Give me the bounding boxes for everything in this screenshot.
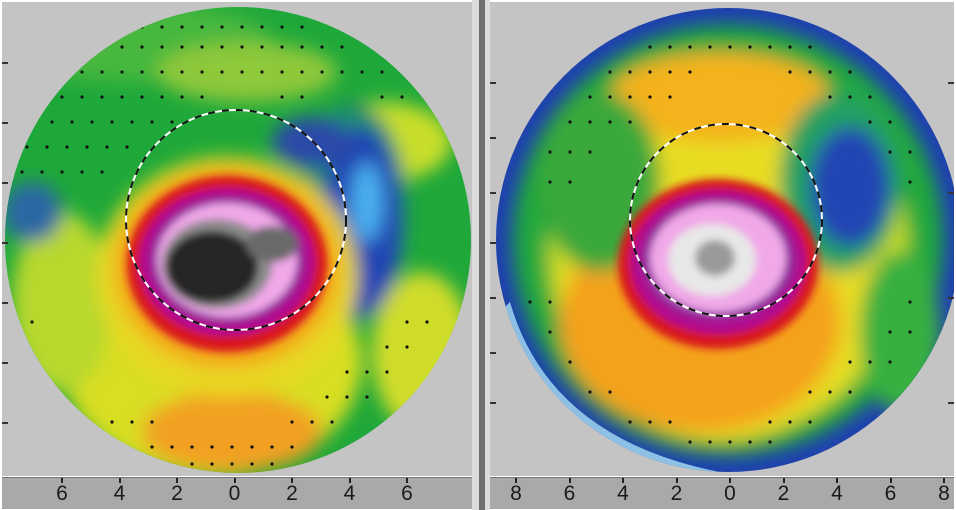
axis-tick bbox=[2, 302, 8, 304]
x-axis-tick-label: 4 bbox=[831, 482, 843, 505]
axis-tick bbox=[490, 297, 496, 299]
x-axis-tick-mark bbox=[406, 478, 408, 483]
x-axis-tick-label: 2 bbox=[777, 482, 790, 505]
x-axis-tick-mark bbox=[118, 478, 121, 483]
x-axis-tick-mark bbox=[943, 478, 945, 483]
right-topography-panel bbox=[490, 2, 954, 476]
x-axis-tick-label: 6 bbox=[884, 482, 897, 505]
grid-dots bbox=[528, 45, 912, 444]
axis-tick bbox=[2, 422, 8, 424]
x-axis-tick-label: 8 bbox=[510, 482, 522, 505]
panel-divider-line bbox=[479, 0, 485, 510]
x-axis-tick-mark bbox=[622, 478, 624, 483]
axis-tick bbox=[2, 362, 8, 364]
x-axis-tick-label: 6 bbox=[563, 482, 576, 505]
grid-dots bbox=[20, 25, 429, 466]
x-axis-tick-mark bbox=[836, 478, 838, 483]
axis-tick bbox=[490, 137, 496, 139]
x-axis-tick-mark bbox=[889, 478, 892, 483]
axis-tick bbox=[2, 122, 8, 124]
axis-tick bbox=[490, 192, 496, 194]
x-axis-tick-label: 6 bbox=[56, 482, 68, 505]
pupil-outline-dash bbox=[629, 123, 823, 317]
x-axis-tick-mark bbox=[348, 478, 351, 483]
x-axis-tick-label: 8 bbox=[938, 482, 950, 505]
axis-tick bbox=[948, 402, 954, 404]
x-axis-tick-label: 2 bbox=[286, 482, 298, 505]
x-axis-tick-mark bbox=[176, 478, 178, 483]
axis-tick bbox=[490, 352, 496, 354]
axis-tick bbox=[490, 402, 496, 404]
x-axis-tick-mark bbox=[568, 478, 571, 483]
left-topography-panel bbox=[2, 2, 472, 476]
axis-tick bbox=[948, 192, 954, 194]
axis-tick bbox=[490, 242, 496, 244]
x-axis-tick-mark bbox=[233, 478, 236, 483]
axis-tick bbox=[2, 62, 8, 64]
left-topography-map bbox=[5, 7, 471, 473]
x-axis-tick-label: 2 bbox=[670, 482, 683, 505]
x-axis-tick-label: 4 bbox=[617, 482, 629, 505]
x-axis-tick-label: 0 bbox=[724, 482, 736, 505]
axis-tick bbox=[490, 82, 496, 84]
axis-tick bbox=[2, 182, 8, 184]
x-axis-tick-label: 4 bbox=[113, 482, 126, 505]
x-axis-tick-mark bbox=[515, 478, 517, 483]
right-x-axis-scale: 8 6 4 2 0 2 4 6 8 bbox=[490, 477, 954, 509]
x-axis-tick-mark bbox=[61, 478, 63, 483]
x-axis-tick-label: 6 bbox=[401, 482, 413, 505]
x-axis-tick-label: 0 bbox=[228, 482, 241, 505]
x-axis-tick-label: 2 bbox=[171, 482, 183, 505]
x-axis-tick-mark bbox=[291, 478, 293, 483]
x-axis-tick-mark bbox=[675, 478, 678, 483]
axis-tick bbox=[948, 297, 954, 299]
x-axis-tick-mark bbox=[782, 478, 785, 483]
x-axis-tick-label: 4 bbox=[343, 482, 356, 505]
pupil-outline-dash bbox=[125, 109, 347, 331]
axis-tick bbox=[2, 242, 8, 244]
axis-tick bbox=[948, 82, 954, 84]
right-topography-map bbox=[496, 8, 954, 472]
left-x-axis-scale: 6 4 2 0 2 4 6 bbox=[2, 477, 472, 509]
x-axis-tick-mark bbox=[729, 478, 731, 483]
